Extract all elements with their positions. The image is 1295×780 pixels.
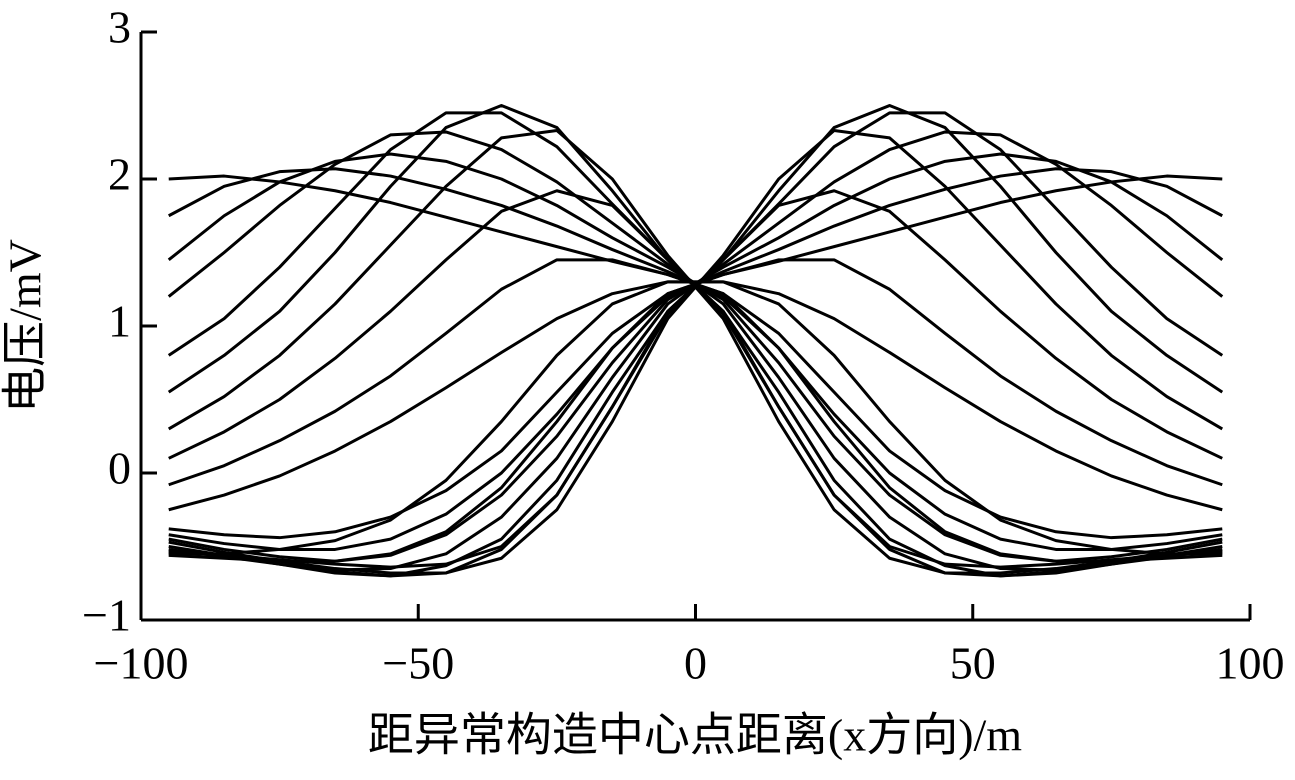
x-tick-label: −50 (382, 638, 454, 689)
y-tick-label: −1 (82, 590, 131, 641)
line-series (168, 258, 1223, 563)
y-tick-label: 3 (108, 2, 131, 53)
line-series (168, 174, 1223, 540)
line-series (168, 280, 1223, 556)
line-series (168, 130, 1224, 572)
line-series (168, 111, 1224, 578)
y-tick-label: 0 (108, 443, 131, 494)
x-axis-label: 距异常构造中心点距离(x方向)/m (368, 710, 1022, 761)
line-series (167, 104, 1223, 578)
line-series (167, 130, 1223, 572)
y-tick-label: 1 (108, 296, 131, 347)
x-tick-label: 0 (684, 638, 707, 689)
line-series (168, 189, 1223, 569)
line-series (168, 128, 1224, 575)
y-tick-label: 2 (108, 149, 131, 200)
line-series (168, 167, 1223, 551)
x-tick-label: −100 (94, 638, 189, 689)
x-tick-label: 100 (1216, 638, 1285, 689)
line-series (168, 280, 1223, 556)
line-series (168, 258, 1223, 563)
line-series (167, 111, 1223, 578)
line-series (168, 189, 1223, 569)
line-series (168, 174, 1223, 540)
line-series (168, 167, 1223, 551)
y-axis-label: 电压/mV (0, 239, 51, 413)
line-series (167, 128, 1223, 575)
line-series (168, 104, 1224, 578)
x-tick-label: 50 (950, 638, 996, 689)
